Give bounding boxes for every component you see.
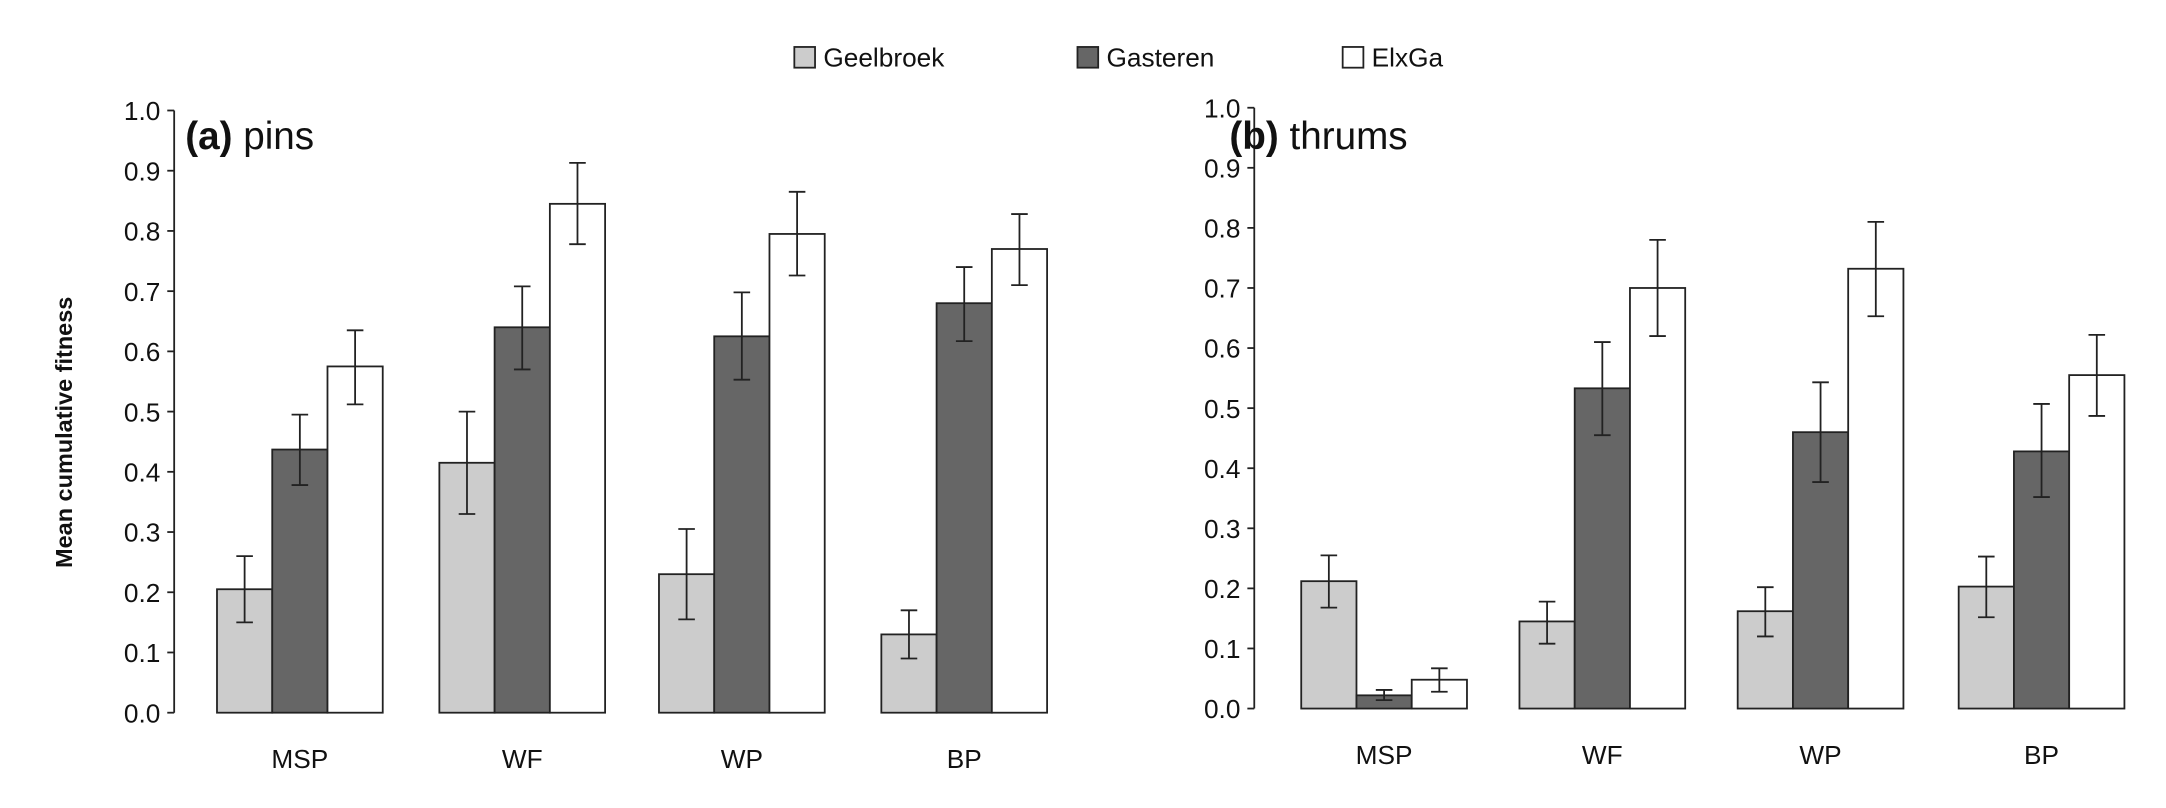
bar-gasteren-wp: [713, 335, 771, 714]
panel-title: (b) thrums: [1229, 115, 1407, 158]
bar-elxga-bp: [990, 248, 1048, 714]
bar-elxga-bp: [2068, 374, 2126, 710]
y-tick-label: 0.5: [124, 397, 160, 427]
y-tick-label: 0.7: [1204, 274, 1240, 304]
y-tick-label: 0.9: [124, 156, 160, 186]
y-tick-label: 0.2: [1204, 574, 1240, 604]
legend-label-gasteren: Gasteren: [1106, 42, 1214, 72]
x-tick-label: WP: [721, 744, 763, 774]
bar-gasteren-bp: [935, 302, 993, 714]
bar-elxga-wp: [768, 233, 826, 714]
bar-elxga-msp: [326, 365, 384, 714]
bar-elxga-wf: [1629, 287, 1687, 710]
x-tick-label: BP: [947, 744, 982, 774]
panel-title: (a) pins: [185, 115, 314, 158]
legend-label-geelbroek: Geelbroek: [823, 42, 945, 72]
panel-a-pins: 0.0 0.1 0.2 0.3 0.4 0.5 0.6 0.7 0.8 0.9 1.0 Mean cu…: [51, 96, 1048, 774]
y-tick-label: 1.0: [124, 96, 160, 126]
legend-swatch-geelbroek: [793, 46, 816, 69]
x-tick-label: BP: [2024, 740, 2059, 770]
y-tick-label: 0.1: [1204, 634, 1240, 664]
bar-geelbroek-bp: [880, 633, 938, 714]
panel-title-text: pins: [232, 115, 314, 158]
y-tick-label: 0.4: [1204, 454, 1240, 484]
panel-label: (a): [185, 115, 232, 158]
bar-gasteren-wf: [493, 326, 551, 714]
y-tick-label: 0.2: [124, 578, 160, 608]
y-tick-label: 0.1: [124, 638, 160, 668]
bar-gasteren-wf: [1573, 387, 1631, 710]
y-tick-label: 0.6: [124, 337, 160, 367]
legend: Geelbroek Gasteren ElxGa: [793, 42, 1444, 72]
legend-label-elxga: ElxGa: [1372, 42, 1444, 72]
x-tick-label: MSP: [271, 744, 328, 774]
bar-elxga-wf: [548, 202, 607, 714]
y-tick-label: 0.3: [124, 518, 160, 548]
y-tick-label: 0.3: [1204, 514, 1240, 544]
x-tick-label: WF: [502, 744, 543, 774]
y-tick-label: 0.9: [1204, 153, 1240, 183]
x-tick-label: MSP: [1356, 740, 1413, 770]
panel-b-thrums: 0.0 0.1 0.2 0.3 0.4 0.5 0.6 0.7 0.8 0.9 1.0(b) thr…: [1204, 93, 2126, 770]
bar-elxga-wp: [1847, 267, 1905, 710]
x-tick-label: WP: [1799, 740, 1841, 770]
y-tick-label: 0.7: [124, 277, 160, 307]
y-tick-label: 0.4: [124, 457, 160, 487]
y-tick-label: 0.5: [1204, 394, 1240, 424]
y-axis-label: Mean cumulative fitness: [51, 297, 77, 568]
y-tick-label: 0.8: [124, 217, 160, 247]
y-tick-label: 1.0: [1204, 93, 1240, 123]
legend-swatch-gasteren: [1076, 46, 1100, 69]
y-tick-label: 0.0: [124, 698, 160, 728]
y-tick-label: 0.0: [1204, 694, 1240, 724]
y-tick-label: 0.6: [1204, 334, 1240, 364]
panel-label: (b): [1229, 115, 1278, 158]
x-tick-label: WF: [1582, 740, 1623, 770]
panel-title-text: thrums: [1279, 115, 1408, 158]
y-tick-label: 0.8: [1204, 214, 1240, 244]
legend-swatch-elxga: [1341, 46, 1365, 69]
bar-gasteren-msp: [271, 448, 329, 714]
